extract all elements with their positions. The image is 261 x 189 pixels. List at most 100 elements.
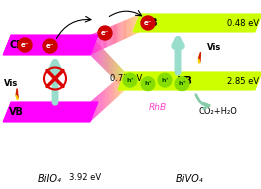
Polygon shape	[91, 34, 92, 54]
Polygon shape	[113, 60, 114, 79]
Polygon shape	[117, 78, 118, 97]
Polygon shape	[108, 54, 109, 74]
Polygon shape	[105, 88, 106, 108]
Polygon shape	[102, 91, 103, 111]
Polygon shape	[117, 23, 118, 43]
Polygon shape	[92, 38, 93, 58]
Polygon shape	[106, 52, 107, 72]
Polygon shape	[132, 17, 133, 36]
Polygon shape	[111, 26, 112, 45]
Polygon shape	[128, 19, 129, 37]
Polygon shape	[107, 87, 108, 107]
Polygon shape	[3, 102, 98, 122]
Polygon shape	[109, 55, 110, 75]
Polygon shape	[96, 96, 97, 117]
Polygon shape	[129, 18, 130, 37]
Polygon shape	[16, 95, 18, 100]
Polygon shape	[110, 56, 111, 76]
Polygon shape	[121, 75, 122, 93]
Text: BiIO₄: BiIO₄	[38, 174, 62, 184]
Polygon shape	[104, 50, 105, 70]
Polygon shape	[97, 43, 98, 63]
Polygon shape	[3, 35, 98, 55]
Polygon shape	[111, 57, 112, 77]
Polygon shape	[123, 73, 124, 91]
Polygon shape	[124, 20, 125, 39]
Polygon shape	[122, 21, 123, 40]
Polygon shape	[106, 28, 107, 48]
Polygon shape	[101, 47, 102, 67]
Polygon shape	[108, 27, 109, 47]
Polygon shape	[95, 40, 96, 60]
Polygon shape	[122, 69, 123, 88]
Polygon shape	[103, 90, 104, 110]
Polygon shape	[137, 15, 138, 33]
Polygon shape	[98, 44, 99, 64]
Polygon shape	[91, 101, 92, 121]
Text: RhB: RhB	[149, 104, 167, 112]
Polygon shape	[114, 25, 115, 44]
Polygon shape	[127, 19, 128, 38]
Polygon shape	[123, 21, 124, 40]
Polygon shape	[109, 85, 110, 104]
Text: e⁻: e⁻	[144, 20, 152, 26]
Text: 0.77 eV: 0.77 eV	[110, 74, 142, 83]
Polygon shape	[116, 79, 117, 98]
Text: 3.92 eV: 3.92 eV	[69, 173, 101, 181]
Polygon shape	[101, 92, 102, 112]
Circle shape	[141, 16, 155, 30]
Circle shape	[98, 26, 112, 40]
Polygon shape	[115, 62, 116, 81]
Polygon shape	[112, 25, 113, 45]
Polygon shape	[119, 66, 120, 84]
Text: CB: CB	[9, 40, 24, 50]
Polygon shape	[108, 86, 109, 105]
Polygon shape	[94, 98, 95, 118]
Text: 0.48 eV: 0.48 eV	[227, 19, 259, 28]
Polygon shape	[198, 59, 200, 63]
Circle shape	[175, 77, 189, 91]
Polygon shape	[99, 31, 100, 51]
Polygon shape	[133, 17, 134, 35]
Text: BiVO₄: BiVO₄	[176, 174, 204, 184]
Polygon shape	[95, 33, 96, 53]
Polygon shape	[98, 94, 99, 115]
Polygon shape	[97, 32, 98, 52]
Polygon shape	[102, 29, 103, 49]
Polygon shape	[104, 29, 105, 49]
Polygon shape	[114, 81, 115, 100]
Text: Vis: Vis	[4, 80, 18, 88]
Polygon shape	[100, 30, 101, 50]
Polygon shape	[112, 58, 113, 78]
Text: CO₂+H₂O: CO₂+H₂O	[199, 108, 238, 116]
Polygon shape	[107, 28, 108, 47]
Polygon shape	[121, 68, 122, 87]
Polygon shape	[135, 16, 136, 34]
Polygon shape	[92, 34, 93, 54]
Polygon shape	[114, 60, 115, 80]
Circle shape	[18, 38, 32, 52]
Circle shape	[158, 73, 172, 87]
Polygon shape	[116, 63, 117, 81]
Text: e⁻: e⁻	[21, 42, 29, 48]
Polygon shape	[96, 32, 97, 52]
Polygon shape	[115, 80, 116, 99]
Polygon shape	[103, 29, 104, 49]
Polygon shape	[118, 72, 261, 90]
Polygon shape	[93, 99, 94, 119]
Text: VB: VB	[9, 107, 24, 117]
Polygon shape	[104, 89, 105, 109]
Polygon shape	[110, 26, 111, 46]
Polygon shape	[98, 31, 99, 51]
Polygon shape	[122, 74, 123, 92]
Polygon shape	[118, 65, 119, 84]
Polygon shape	[95, 97, 96, 117]
Polygon shape	[121, 22, 122, 41]
Circle shape	[141, 77, 155, 91]
Polygon shape	[125, 20, 126, 39]
Polygon shape	[118, 72, 261, 90]
Polygon shape	[199, 52, 200, 62]
Polygon shape	[111, 83, 112, 102]
Polygon shape	[96, 42, 97, 62]
Polygon shape	[94, 40, 95, 60]
